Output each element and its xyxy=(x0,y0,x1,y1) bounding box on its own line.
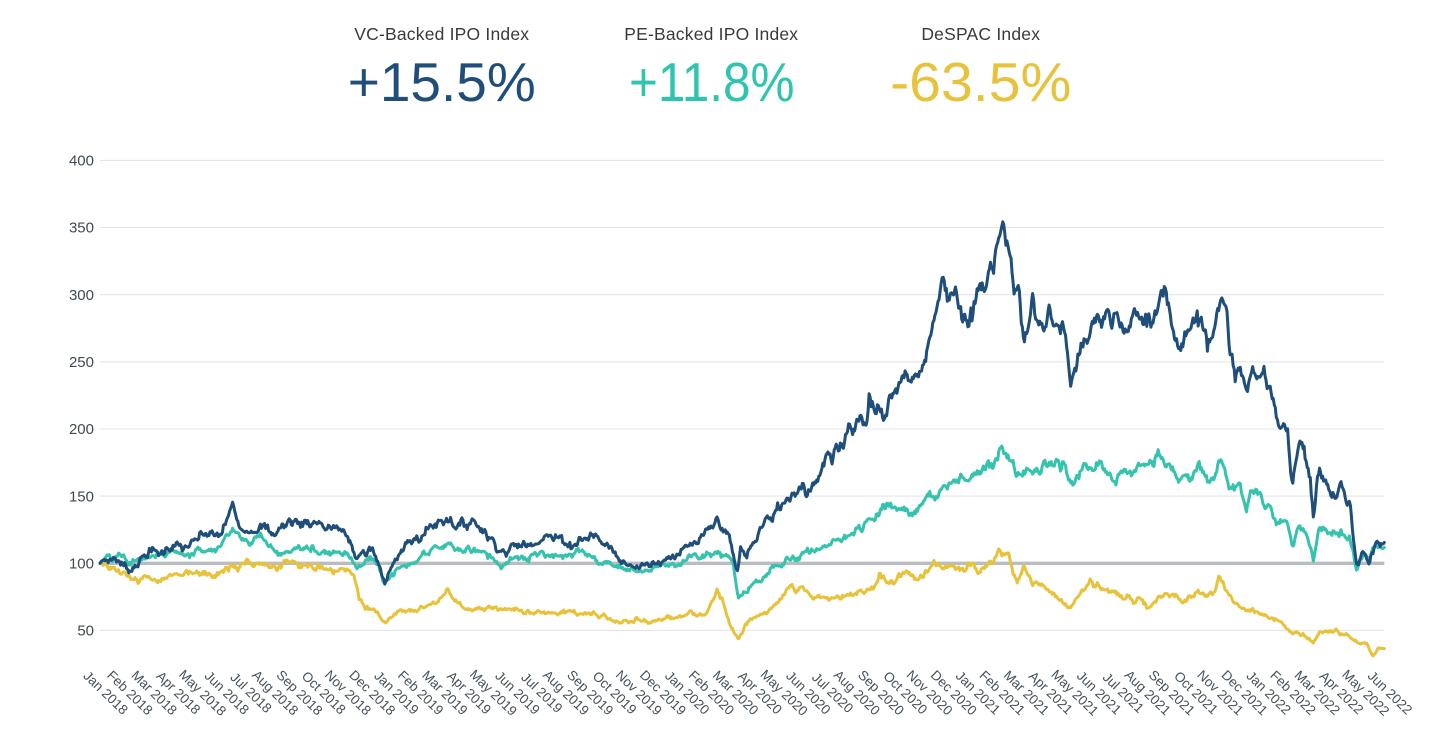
svg-text:100: 100 xyxy=(69,556,94,573)
svg-text:250: 250 xyxy=(69,354,94,371)
svg-text:300: 300 xyxy=(69,287,94,304)
svg-text:150: 150 xyxy=(69,488,94,505)
svg-text:200: 200 xyxy=(69,421,94,438)
svg-text:50: 50 xyxy=(77,623,94,640)
svg-text:350: 350 xyxy=(69,220,94,237)
svg-text:400: 400 xyxy=(69,153,94,170)
